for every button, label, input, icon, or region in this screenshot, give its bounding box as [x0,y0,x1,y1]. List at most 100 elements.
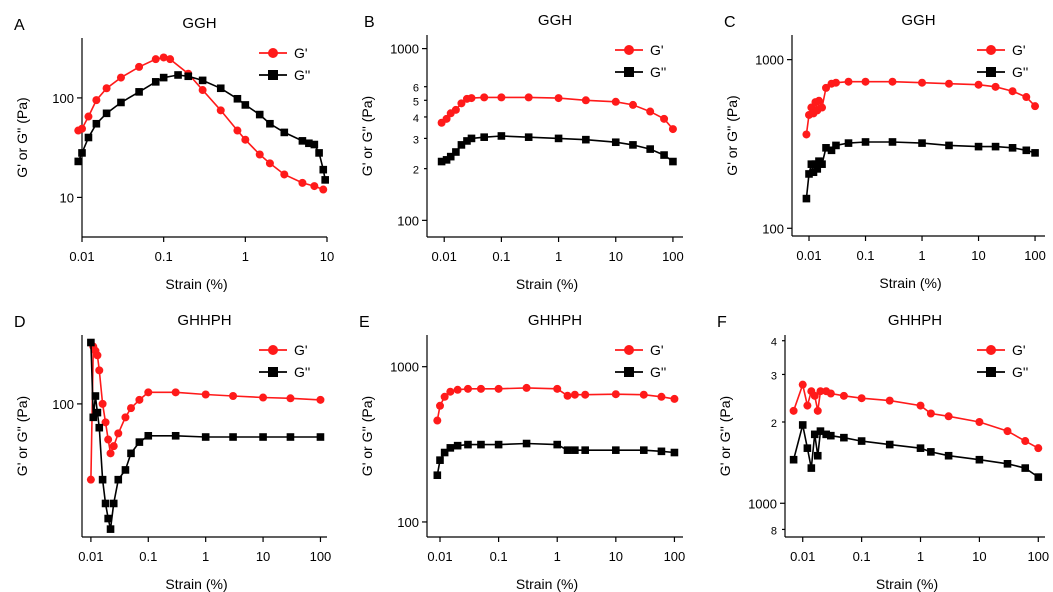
data-point [1034,444,1043,453]
x-tick-label: 100 [664,549,686,564]
data-point [316,395,325,404]
data-point [241,101,250,109]
legend-label: G' [650,42,664,58]
series-g-double-prime [802,138,1039,203]
data-point [524,133,533,141]
data-point [885,440,894,449]
y-tick-label: 5 [413,96,419,108]
data-point [446,152,455,161]
chart-title: GHHPH [528,312,582,329]
data-point [827,431,835,440]
data-point [216,84,225,93]
data-point [319,185,328,194]
x-tick-label: 1 [242,249,249,264]
data-point [945,141,953,150]
x-tick-label: 0.1 [492,249,510,264]
data-point [457,141,466,149]
data-point [464,440,472,449]
data-point [201,433,210,441]
data-point [789,455,798,464]
data-point [844,77,853,86]
data-point [857,394,866,403]
data-point [975,455,984,464]
data-point [816,387,825,396]
data-point [975,417,984,426]
panel-b: B GGH Strain (%) G' or G'' (Pa) 0.01 0.1 1 10 10… [359,12,684,292]
x-tick-label: 100 [1024,248,1046,263]
data-point [319,165,328,174]
chart-title: GGH [901,12,935,29]
data-point [315,149,323,157]
data-point [95,366,104,375]
y-tick-label: 3 [771,370,777,382]
x-axis-label: Strain (%) [165,576,227,592]
data-point [446,387,455,396]
legend-marker [268,367,278,377]
data-point [522,383,531,392]
data-point [668,125,677,134]
legend: G' G'' [615,342,666,380]
data-point [201,390,210,399]
data-point [151,78,160,86]
data-point [611,138,620,147]
data-point [563,446,572,454]
y-axis-label: G' or G'' (Pa) [724,95,740,175]
data-point [92,119,101,128]
data-point [822,430,830,439]
data-point [639,446,648,454]
y-tick-label: 10 [60,190,74,205]
data-point [446,444,455,452]
data-point [310,140,319,149]
data-point [657,392,666,401]
y-tick-label: 100 [52,91,74,106]
data-point [93,351,102,360]
panel-d: D GHHPH Strain (%) G' or G'' (Pa) 0.01 0.1 1 10… [14,312,331,592]
data-point [198,86,207,95]
data-point [286,394,295,403]
data-point [453,441,462,450]
data-point [805,170,813,178]
data-point [106,525,115,533]
y-tick-label: 6 [413,83,419,95]
legend-marker [268,48,278,58]
panel-letter: D [14,314,26,331]
data-point [839,391,848,400]
y-tick-label: 1000 [390,360,419,375]
data-point [135,88,143,96]
data-point [991,82,1000,91]
data-point [437,157,446,166]
data-point [944,451,953,460]
data-point [233,94,242,103]
data-point [184,72,193,81]
x-tick-label: 100 [310,549,332,564]
data-point [861,138,870,146]
data-point [974,142,983,151]
y-tick-label: 1000 [748,496,777,511]
x-tick-label: 0.1 [155,249,173,264]
data-point [916,444,925,452]
data-point [918,139,926,147]
x-tick-label: 1 [555,249,562,264]
data-point [885,396,894,405]
y-tick-label: 2 [413,165,419,177]
data-point [101,499,110,508]
legend-marker [986,67,996,77]
data-point [114,429,123,438]
y-tick-label: 8 [771,525,777,537]
legend: G' G'' [615,42,666,80]
data-point [813,406,822,415]
data-point [570,390,579,399]
data-point [803,444,812,452]
chart-title: GHHPH [177,312,231,329]
data-point [628,100,637,109]
data-point [78,149,86,157]
x-tick-label: 0.01 [790,549,815,564]
y-tick-label: 4 [413,113,419,125]
data-point [463,137,471,145]
series-g-prime [74,53,328,194]
data-point [93,408,102,417]
data-point [798,421,807,429]
y-tick-label: 3 [413,134,419,146]
data-point [453,385,462,394]
data-point [816,427,825,435]
